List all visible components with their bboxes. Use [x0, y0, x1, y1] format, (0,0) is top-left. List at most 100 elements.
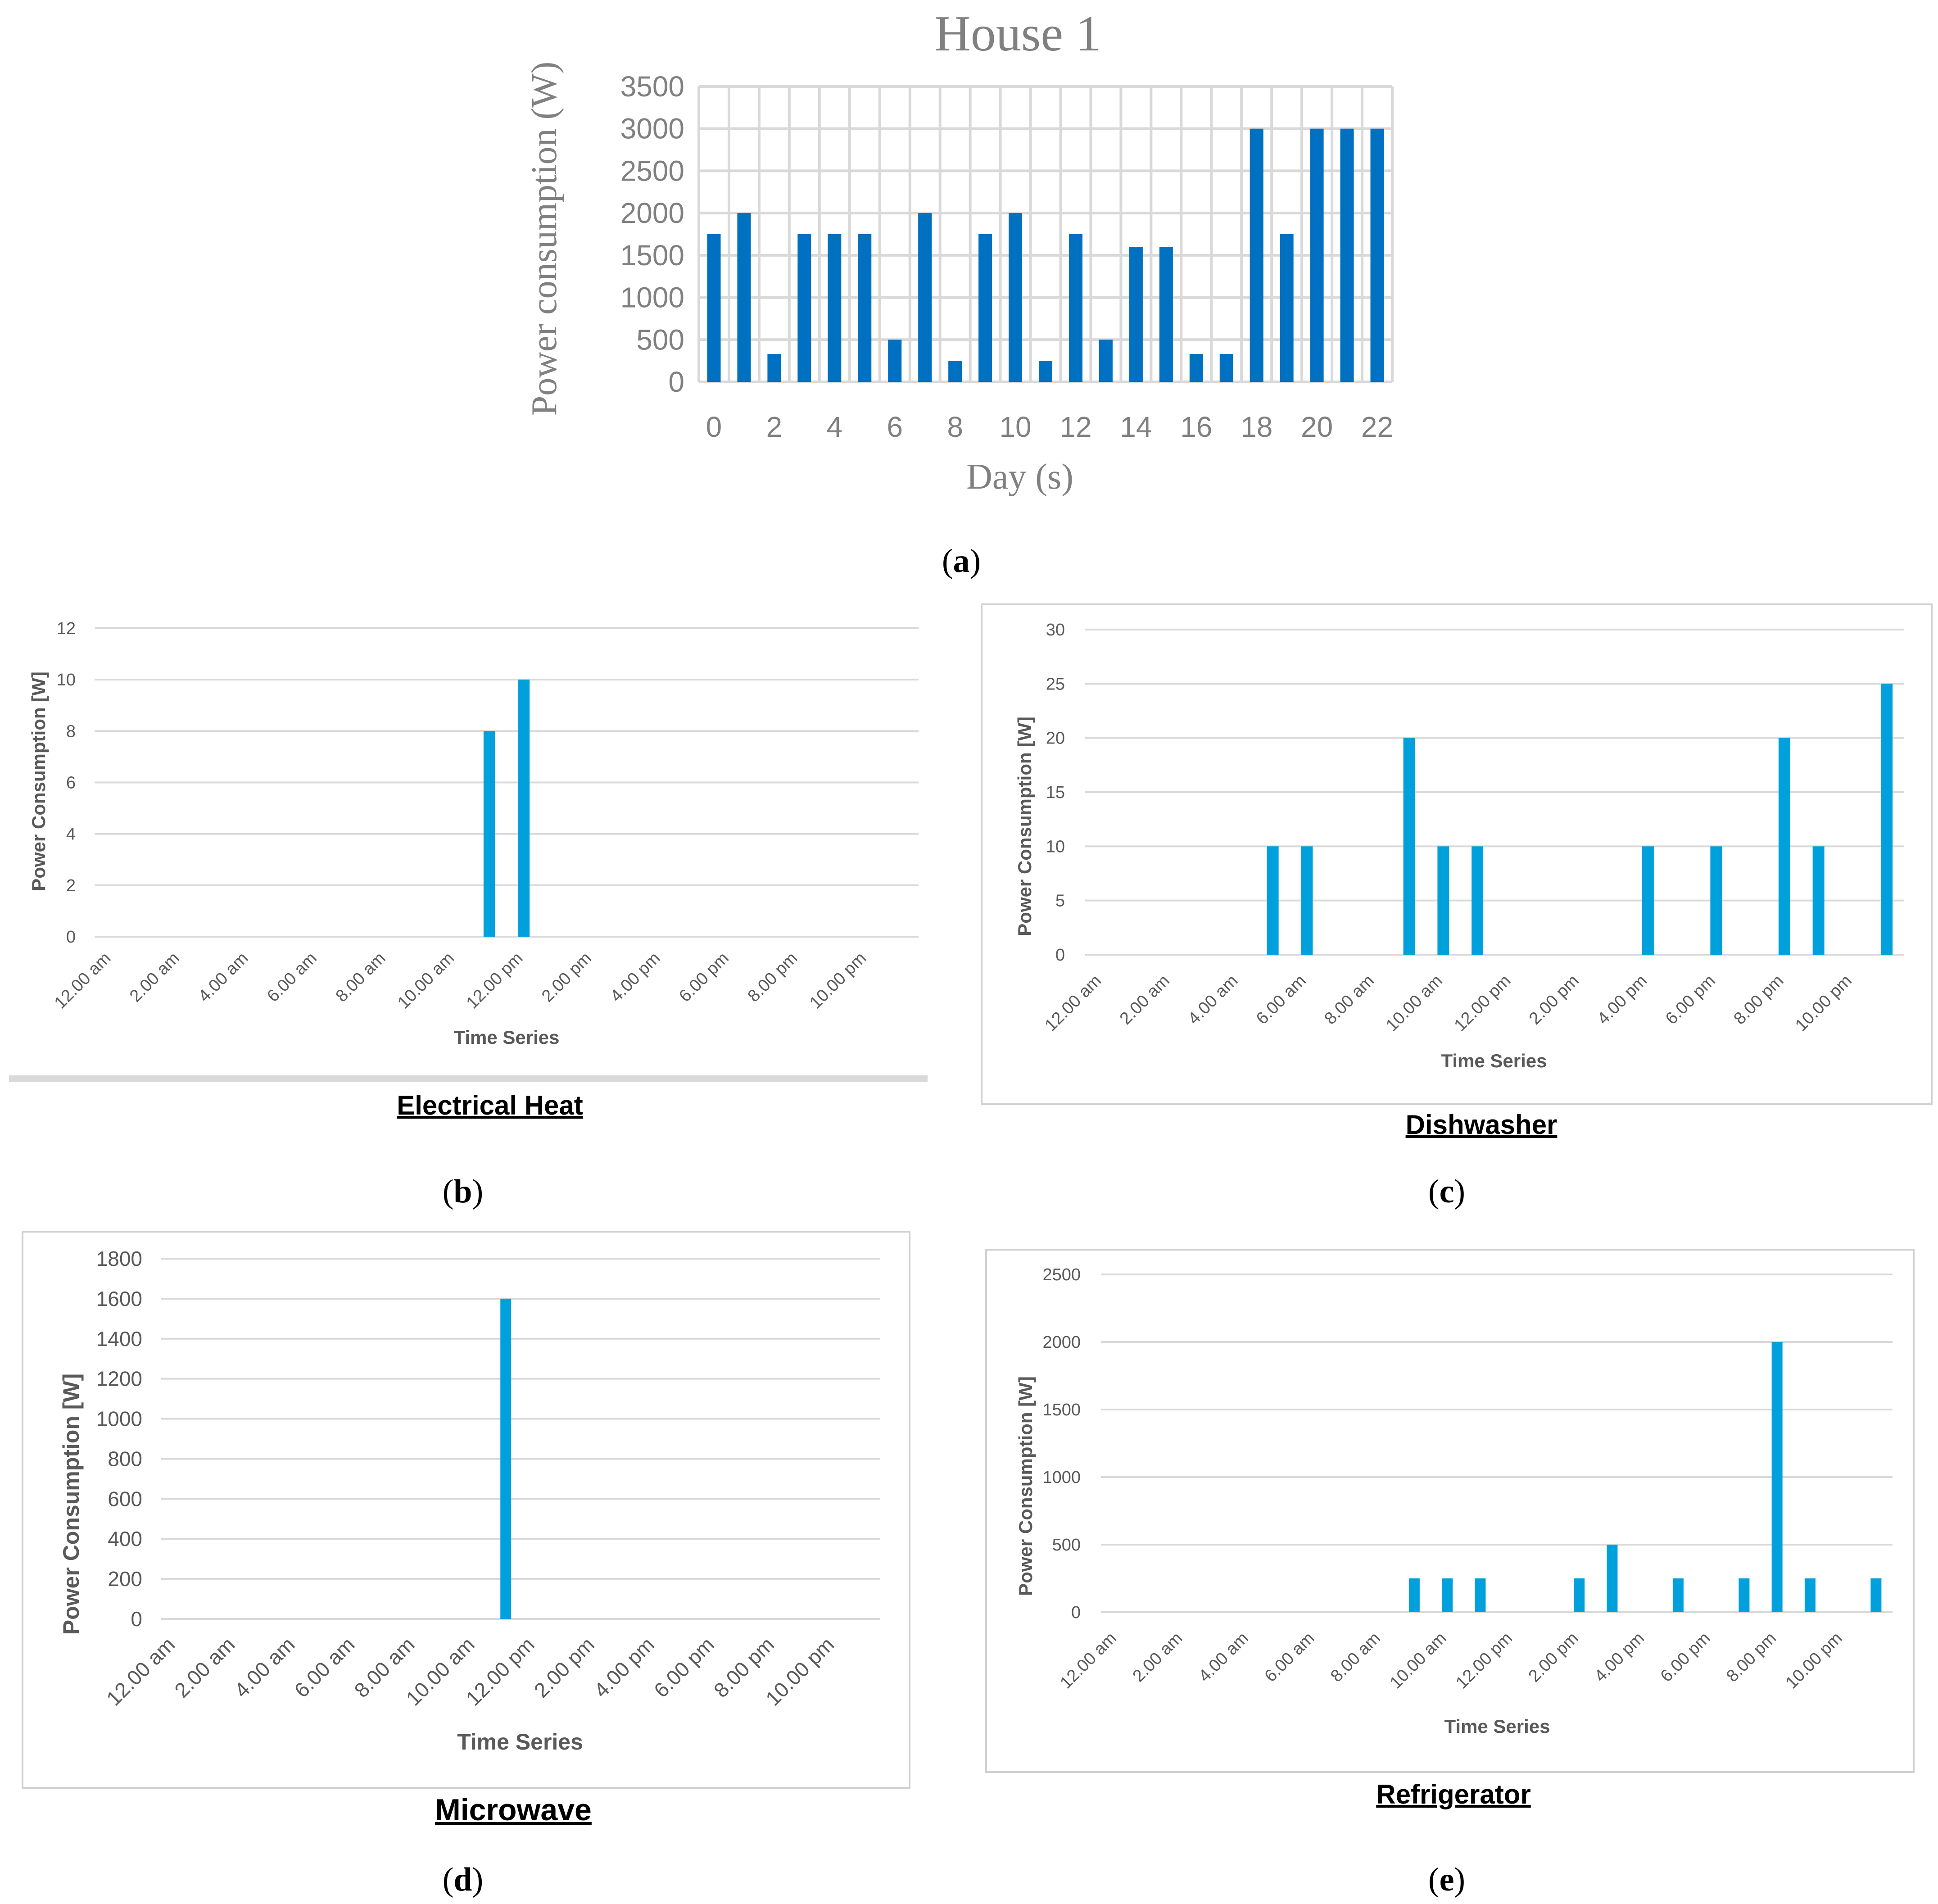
chart-e-x-tick-label: 12.00 pm [1452, 1629, 1516, 1693]
chart-c-x-tick-label: 2.00 am [1116, 971, 1173, 1029]
chart-b-x-tick-label: 8.00 am [332, 949, 389, 1006]
chart-a-y-tick-label: 1500 [620, 239, 684, 272]
chart-c-y-tick-label: 10 [1046, 837, 1065, 856]
chart-e-bar [1804, 1578, 1816, 1612]
chart-a-bar [888, 340, 902, 382]
chart-c-bar [1267, 846, 1279, 955]
chart-a-x-tick-label: 0 [706, 411, 722, 443]
panel-label-a: (a) [942, 543, 981, 580]
chart-e-bar [1408, 1578, 1420, 1612]
chart-e-caption: Refrigerator [1376, 1779, 1530, 1809]
chart-c-y-tick-label: 0 [1055, 946, 1065, 965]
chart-a-bar [1129, 247, 1143, 382]
chart-e-bars [1408, 1342, 1882, 1612]
chart-b-bar [518, 680, 530, 937]
chart-d-y-tick-label: 1600 [96, 1287, 142, 1310]
chart-a-y-tick-label: 2500 [620, 154, 684, 187]
chart-microwave: 0 200 400 600 800 1000 1200 1400 1600 1800 12.00 … [22, 1231, 910, 1898]
chart-a-bar [828, 234, 842, 382]
chart-d-y-tick-label: 200 [108, 1567, 142, 1591]
chart-c-y-tick-label: 15 [1046, 783, 1065, 802]
chart-house-1: House 1 0 500 1000 1500 2000 2500 3000 3500 0 2 4… [525, 6, 1394, 580]
chart-a-bar [1250, 128, 1263, 382]
chart-c-bar [1710, 846, 1722, 955]
chart-c-x-tick-label: 10.00 am [1382, 971, 1446, 1035]
chart-c-x-tick-label: 12.00 am [1041, 971, 1105, 1035]
chart-a-y-tick-label: 0 [668, 366, 684, 398]
chart-a-y-tick-label: 3500 [620, 70, 684, 103]
chart-c-bar [1642, 846, 1654, 955]
chart-a-y-tick-label: 1000 [620, 281, 684, 314]
chart-e-bar [1574, 1578, 1585, 1612]
chart-a-x-tick-label: 22 [1361, 411, 1393, 443]
chart-d-y-axis-title: Power Consumption [W] [59, 1374, 84, 1635]
chart-a-bar [978, 234, 992, 382]
chart-e-x-tick-label: 8.00 am [1327, 1629, 1384, 1686]
chart-a-bar [1069, 234, 1082, 382]
chart-c-x-tick-label: 8.00 pm [1730, 971, 1787, 1029]
chart-c-x-ticks: 12.00 am 2.00 am 4.00 am 6.00 am 8.00 am 10.0… [1041, 971, 1855, 1035]
chart-b-x-tick-label: 6.00 am [263, 949, 321, 1006]
chart-d-x-ticks: 12.00 am2.00 am4.00 am6.00 am8.00 am10.0… [102, 1632, 838, 1710]
chart-b-y-tick-label: 6 [66, 774, 76, 793]
chart-a-bar [797, 234, 811, 382]
chart-b-x-axis-title: Time Series [453, 1027, 559, 1048]
chart-d-x-tick-label: 4.00 pm [589, 1632, 659, 1702]
panel-label-d-letter: d [453, 1861, 472, 1898]
chart-c-bar [1301, 846, 1313, 955]
chart-b-y-tick-label: 10 [57, 671, 76, 689]
chart-b-bottom-rule [9, 1075, 928, 1082]
chart-b-y-tick-label: 4 [66, 825, 76, 844]
chart-d-y-tick-label: 600 [108, 1487, 142, 1510]
chart-b-x-ticks: 12.00 am 2.00 am 4.00 am 6.00 am 8.00 am 10.0… [51, 949, 870, 1013]
panel-label-e-letter: e [1440, 1861, 1454, 1898]
chart-a-title: House 1 [934, 6, 1101, 62]
chart-e-y-tick-label: 500 [1052, 1536, 1081, 1555]
chart-b-x-tick-label: 4.00 am [195, 949, 252, 1006]
chart-a-x-tick-label: 8 [947, 411, 963, 443]
chart-a-x-tick-label: 6 [887, 411, 903, 443]
chart-d-bar [500, 1298, 512, 1619]
chart-b-bar [483, 731, 495, 937]
chart-e-x-tick-label: 4.00 am [1195, 1629, 1252, 1686]
chart-c-caption: Dishwasher [1406, 1110, 1558, 1140]
panel-label-a-letter: a [953, 543, 970, 580]
chart-b-x-tick-label: 12.00 am [51, 949, 115, 1013]
chart-e-y-tick-label: 2000 [1042, 1333, 1081, 1352]
chart-c-y-ticks: 0 5 10 15 20 25 30 [1046, 621, 1065, 965]
chart-c-y-tick-label: 20 [1046, 729, 1065, 748]
chart-b-x-tick-label: 2.00 pm [538, 949, 595, 1006]
chart-b-x-tick-label: 6.00 pm [675, 949, 733, 1006]
chart-e-y-tick-label: 1000 [1042, 1468, 1081, 1487]
chart-c-x-tick-label: 12.00 pm [1450, 971, 1514, 1035]
chart-a-x-ticks: 0 2 4 6 8 10 12 14 16 18 20 22 [706, 411, 1393, 443]
chart-b-caption: Electrical Heat [397, 1090, 583, 1120]
chart-a-bar [1219, 354, 1233, 382]
chart-d-y-tick-label: 1800 [96, 1247, 142, 1270]
chart-a-x-tick-label: 20 [1301, 411, 1333, 443]
chart-e-x-tick-label: 4.00 pm [1591, 1629, 1648, 1686]
chart-e-y-tick-label: 1500 [1042, 1401, 1081, 1419]
chart-a-bar [1370, 128, 1384, 382]
chart-d-y-tick-label: 1400 [96, 1327, 142, 1351]
chart-a-x-tick-label: 2 [766, 411, 783, 443]
chart-a-bars [707, 128, 1384, 382]
chart-a-x-tick-label: 4 [827, 411, 843, 443]
chart-a-bar [918, 213, 932, 382]
chart-a-bar [1189, 354, 1203, 382]
chart-e-y-tick-label: 0 [1071, 1603, 1081, 1622]
chart-d-gridlines [161, 1258, 880, 1620]
chart-e-bar [1442, 1578, 1453, 1612]
chart-b-x-tick-label: 8.00 pm [744, 949, 801, 1006]
chart-a-x-tick-label: 16 [1180, 411, 1212, 443]
chart-e-x-axis-title: Time Series [1444, 1716, 1550, 1737]
chart-c-bar [1403, 738, 1415, 955]
chart-c-bar [1778, 738, 1790, 955]
chart-a-bar [948, 361, 962, 382]
chart-d-frame [22, 1231, 910, 1789]
chart-e-x-tick-label: 2.00 am [1129, 1629, 1186, 1686]
chart-d-caption: Microwave [435, 1793, 592, 1827]
chart-c-bar [1812, 846, 1825, 955]
chart-d-x-tick-label: 6.00 pm [649, 1632, 719, 1702]
